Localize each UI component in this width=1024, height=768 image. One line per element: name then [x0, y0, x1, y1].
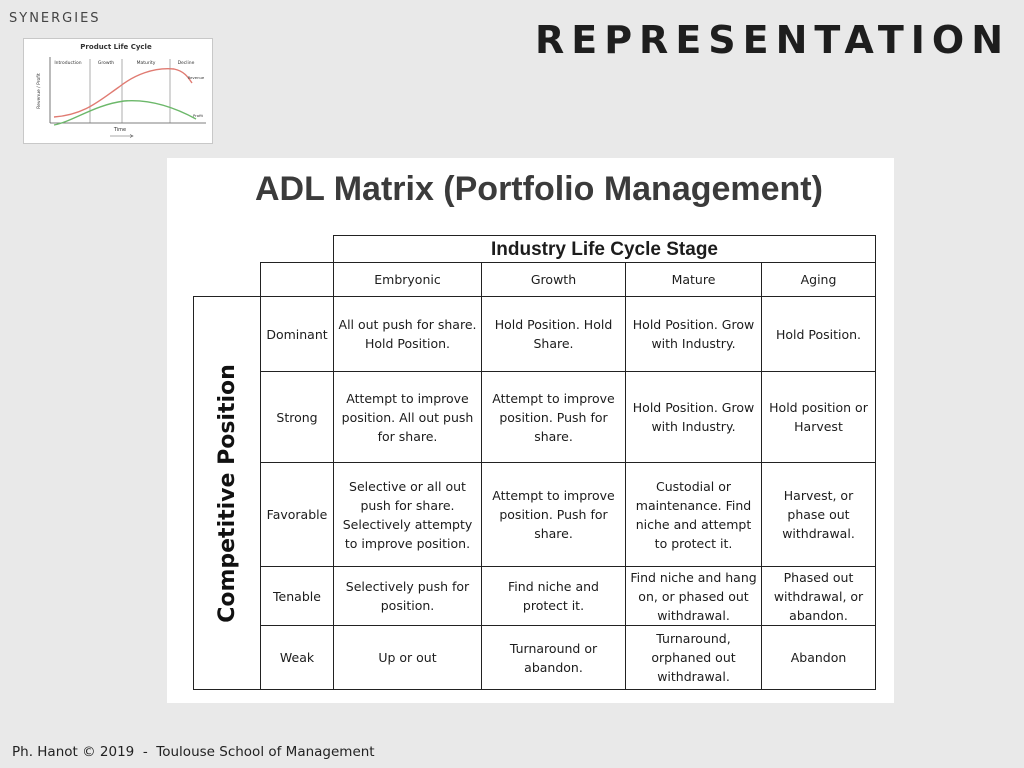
matrix-cell-weak-mature: Turnaround, orphaned out withdrawal.	[625, 625, 762, 690]
section-label: SYNERGIES	[9, 11, 101, 26]
thumb-time-arrowhead	[129, 134, 134, 138]
adl-matrix-panel: ADL Matrix (Portfolio Management) Indust…	[167, 158, 894, 703]
thumb-revenue-label: Revenue	[188, 75, 205, 80]
thumb-ylabel: Revenue / Profit	[36, 73, 42, 109]
thumb-stage-introduction: Introduction	[54, 60, 81, 66]
matrix-cell-weak-growth: Turnaround or abandon.	[481, 625, 626, 690]
matrix-cell-favorable-aging: Harvest, or phase out withdrawal.	[761, 462, 876, 567]
column-header-embryonic: Embryonic	[333, 262, 482, 297]
matrix-cell-strong-mature: Hold Position. Grow with Industry.	[625, 371, 762, 463]
matrix-cell-weak-embryonic: Up or out	[333, 625, 482, 690]
thumb-title: Product Life Cycle	[80, 43, 152, 51]
row-header-favorable: Favorable	[260, 462, 334, 567]
corner-cell	[260, 262, 334, 297]
product-life-cycle-chart: Product Life Cycle Introduction Growth M…	[36, 43, 206, 138]
matrix-title: ADL Matrix (Portfolio Management)	[255, 170, 823, 208]
product-life-cycle-thumbnail: Product Life Cycle Introduction Growth M…	[23, 38, 213, 144]
thumb-xlabel: Time	[113, 127, 126, 133]
matrix-cell-strong-embryonic: Attempt to improve position. All out pus…	[333, 371, 482, 463]
matrix-cell-dominant-embryonic: All out push for share. Hold Position.	[333, 296, 482, 372]
thumb-stage-maturity: Maturity	[137, 60, 156, 66]
matrix-cell-tenable-aging: Phased out withdrawal, or abandon.	[761, 566, 876, 626]
matrix-cell-strong-aging: Hold position or Harvest	[761, 371, 876, 463]
matrix-cell-tenable-embryonic: Selectively push for position.	[333, 566, 482, 626]
column-header-mature: Mature	[625, 262, 762, 297]
thumb-revenue-curve	[53, 68, 193, 118]
row-header-weak: Weak	[260, 625, 334, 690]
row-header-strong: Strong	[260, 371, 334, 463]
thumb-stage-growth: Growth	[98, 60, 114, 66]
column-group-header: Industry Life Cycle Stage	[333, 235, 876, 263]
thumb-profit-label: Profit	[193, 113, 203, 118]
matrix-cell-favorable-mature: Custodial or maintenance. Find niche and…	[625, 462, 762, 567]
matrix-cell-strong-growth: Attempt to improve position. Push for sh…	[481, 371, 626, 463]
row-header-dominant: Dominant	[260, 296, 334, 372]
matrix-cell-favorable-embryonic: Selective or all out push for share. Sel…	[333, 462, 482, 567]
matrix-cell-weak-aging: Abandon	[761, 625, 876, 690]
matrix-cell-tenable-growth: Find niche and protect it.	[481, 566, 626, 626]
row-group-label: Competitive Position	[214, 363, 240, 623]
matrix-cell-dominant-aging: Hold Position.	[761, 296, 876, 372]
column-header-growth: Growth	[481, 262, 626, 297]
thumb-profit-curve	[53, 99, 197, 126]
slide-title: REPRESENTATION	[534, 18, 1010, 62]
matrix-cell-favorable-growth: Attempt to improve position. Push for sh…	[481, 462, 626, 567]
footer: Ph. Hanot © 2019 - Toulouse School of Ma…	[12, 744, 375, 760]
column-header-aging: Aging	[761, 262, 876, 297]
row-header-tenable: Tenable	[260, 566, 334, 626]
row-group-header: Competitive Position	[193, 296, 261, 690]
thumb-stage-decline: Decline	[178, 60, 195, 66]
matrix-cell-dominant-growth: Hold Position. Hold Share.	[481, 296, 626, 372]
matrix-cell-dominant-mature: Hold Position. Grow with Industry.	[625, 296, 762, 372]
matrix-cell-tenable-mature: Find niche and hang on, or phased out wi…	[625, 566, 762, 626]
